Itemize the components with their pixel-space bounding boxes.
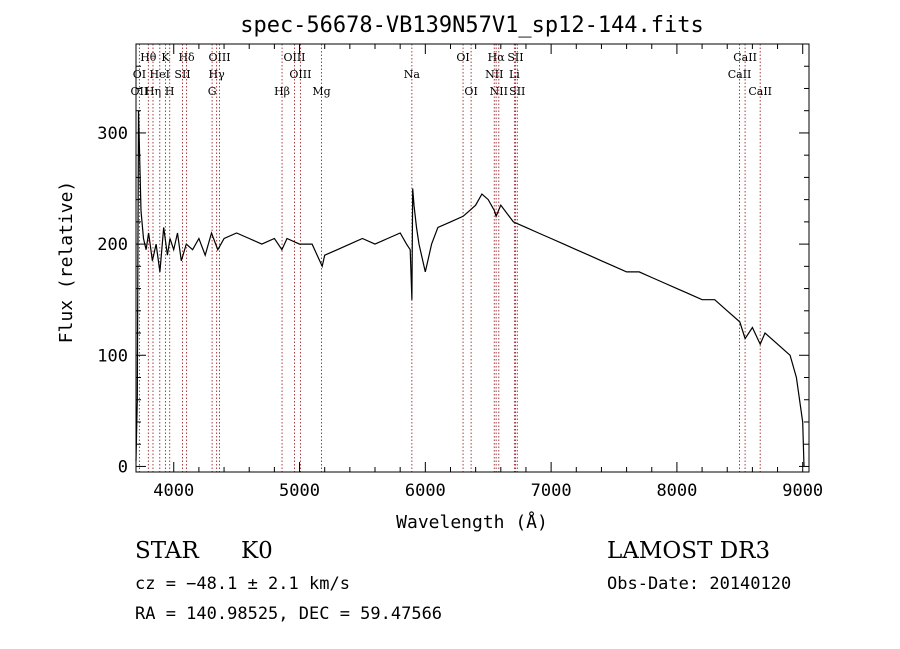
y-axis-label: Flux (relative) <box>56 181 77 344</box>
chart-title: spec-56678-VB139N57V1_sp12-144.fits <box>240 13 704 38</box>
x-tick-label: 4000 <box>153 481 194 501</box>
coordinates: RA = 140.98525, DEC = 59.47566 <box>135 604 443 624</box>
y-tick-label: 0 <box>118 457 128 477</box>
line-label: OI <box>456 51 469 64</box>
line-label: OI <box>133 68 146 81</box>
line-label: CaII <box>748 85 772 98</box>
line-label: OIII <box>208 51 230 64</box>
y-tick-label: 200 <box>97 235 128 255</box>
line-label: K <box>161 51 170 64</box>
line-label: NII <box>485 68 503 81</box>
marker-lines <box>138 44 761 472</box>
line-label: OIII <box>289 68 311 81</box>
line-label: Li <box>509 68 520 81</box>
y-tick-label: 300 <box>97 124 128 144</box>
line-label: OII <box>131 85 149 98</box>
line-label: Hβ <box>274 85 290 98</box>
line-label: CaII <box>733 51 757 64</box>
object-class: STAR <box>135 538 199 564</box>
line-label: Mg <box>312 85 330 98</box>
line-label: Hη <box>145 85 161 98</box>
obs-date: Obs-Date: 20140120 <box>607 574 792 594</box>
line-label: Hγ <box>209 68 226 81</box>
line-label: SII <box>174 68 190 81</box>
x-tick-label: 8000 <box>656 481 697 501</box>
x-axis-label: Wavelength (Å) <box>396 511 548 533</box>
line-label: Hθ <box>140 51 157 64</box>
line-label: H <box>165 85 175 98</box>
plot-frame <box>135 43 810 473</box>
line-label: G <box>208 85 217 98</box>
line-label: OIII <box>283 51 305 64</box>
x-axis: 4000 5000 6000 7000 8000 9000 <box>153 44 823 501</box>
y-tick-label: 100 <box>97 346 128 366</box>
line-label: Hδ <box>178 51 195 64</box>
line-label: NII <box>490 85 508 98</box>
redshift-readout: cz = −48.1 ± 2.1 km/s <box>135 574 350 594</box>
line-label: HeI <box>150 68 170 81</box>
x-tick-label: 5000 <box>279 481 320 501</box>
line-label: OI <box>464 85 477 98</box>
line-label: CaII <box>728 68 752 81</box>
line-label: SII <box>509 85 525 98</box>
x-tick-label: 6000 <box>405 481 446 501</box>
spectrum-line <box>135 110 805 467</box>
line-label: Hα <box>488 51 506 64</box>
x-tick-label: 9000 <box>782 481 823 501</box>
object-subclass: K0 <box>241 538 273 564</box>
line-label: SII <box>507 51 523 64</box>
line-label: Na <box>404 68 421 81</box>
y-axis: 0 100 200 300 <box>97 65 809 477</box>
x-tick-label: 7000 <box>531 481 572 501</box>
survey-name: LAMOST DR3 <box>607 538 771 564</box>
